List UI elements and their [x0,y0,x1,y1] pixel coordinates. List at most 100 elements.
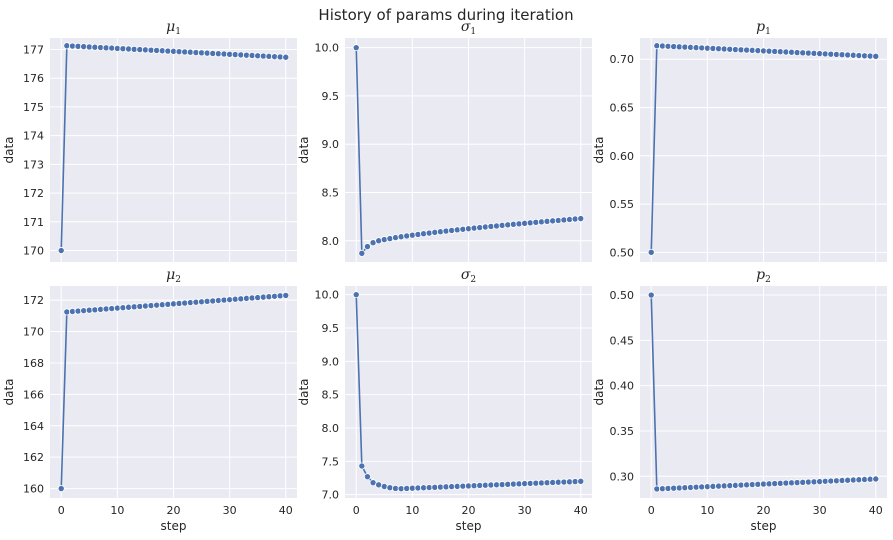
subplot-5: 7.0 7.5 8.0 8.5 9.0 9.5 10.0 0 10 20 30 40 σ2 data ste… [297,267,592,533]
data-point [358,462,366,470]
data-point [431,228,439,236]
data-point [397,233,405,241]
data-point [403,232,411,240]
data-point [408,231,416,239]
y-tick-label: 166 [23,388,44,401]
x-tick-label: 10 [405,504,419,517]
y-tick-label: 176 [23,72,44,85]
y-tick-label: 0.55 [610,198,635,211]
x-axis-label: step [161,519,187,533]
subplot-title-subscript: 2 [765,275,771,285]
y-axis-label: data [2,378,16,405]
data-point [386,235,394,243]
y-tick-label: 170 [23,245,44,258]
x-tick-label: 0 [648,504,655,517]
y-tick-label: 172 [23,187,44,200]
data-point [392,234,400,242]
subplot-2: 8.0 8.5 9.0 9.5 10.0 σ1 data [297,19,592,262]
y-tick-label: 0.50 [610,246,635,259]
y-tick-label: 170 [23,326,44,339]
subplot-1: 170 171 172 173 174 175 176 177 μ1 data [2,19,297,262]
x-tick-label: 30 [518,504,532,517]
y-tick-label: 9.5 [322,322,340,335]
y-axis-label: data [592,378,606,405]
subplot-title-symbol: σ [461,267,471,283]
y-tick-label: 9.0 [322,138,340,151]
x-axis-label: step [751,519,777,533]
y-tick-label: 0.70 [610,53,635,66]
y-axis-label: data [592,136,606,163]
subplot-title: μ2 [166,267,181,285]
figure-title: History of params during iteration [318,6,573,24]
x-tick-label: 10 [110,504,124,517]
y-tick-label: 162 [23,451,44,464]
y-tick-label: 0.40 [610,380,635,393]
data-point [282,291,290,299]
data-point [363,473,371,481]
y-tick-label: 175 [23,101,44,114]
x-tick-label: 0 [353,504,360,517]
subplot-title: p2 [756,267,771,285]
y-axis-label: data [2,136,16,163]
y-axis-label: data [297,378,311,405]
subplot-grid: 170 171 172 173 174 175 176 177 μ1 data 8.0 8.5 9.0 9… [2,19,887,533]
x-tick-label: 30 [813,504,827,517]
data-point [375,237,383,245]
data-point [358,249,366,257]
x-tick-label: 20 [167,504,181,517]
y-tick-label: 168 [23,357,44,370]
y-tick-label: 7.5 [322,455,340,468]
data-point [420,230,428,238]
y-tick-label: 0.30 [610,470,635,483]
y-tick-label: 177 [23,43,44,56]
y-tick-label: 160 [23,483,44,496]
y-tick-label: 10.0 [315,42,340,55]
data-point [577,215,585,223]
subplot-title-symbol: p [756,19,765,35]
y-axis-label: data [297,136,311,163]
data-point [57,247,65,255]
subplot-title-symbol: σ [461,19,471,35]
x-axis-label: step [456,519,482,533]
y-tick-label: 8.5 [322,389,340,402]
y-tick-label: 0.65 [610,102,635,115]
y-tick-label: 0.50 [610,289,635,302]
x-tick-label: 20 [462,504,476,517]
y-tick-label: 8.0 [322,422,340,435]
y-tick-label: 9.0 [322,355,340,368]
subplot-title-subscript: 2 [175,275,181,285]
x-tick-label: 0 [58,504,65,517]
data-point [363,243,371,251]
data-point [282,53,290,61]
subplot-title-subscript: 1 [175,27,181,37]
y-tick-label: 173 [23,158,44,171]
x-tick-label: 40 [574,504,588,517]
y-tick-label: 174 [23,130,44,143]
data-point [425,229,433,237]
y-tick-label: 7.0 [322,489,340,502]
data-point [380,483,388,491]
subplot-title-subscript: 1 [470,27,476,37]
subplot-title: μ1 [166,19,181,37]
y-tick-label: 0.35 [610,425,635,438]
data-point [436,228,444,236]
data-point [647,291,655,299]
y-tick-label: 8.0 [322,235,340,248]
y-tick-label: 9.5 [322,90,340,103]
x-tick-label: 30 [223,504,237,517]
subplot-4: 160 162 164 166 168 170 172 0 10 20 30 40 μ2 data step [2,267,297,533]
data-point [57,485,65,493]
subplot-6: 0.30 0.35 0.40 0.45 0.50 0 10 20 30 40 p2 data step [592,267,887,533]
data-point [386,484,394,492]
data-point [647,248,655,256]
subplot-title: σ2 [461,267,476,285]
data-point [872,475,880,483]
y-tick-label: 171 [23,216,44,229]
subplot-title-subscript: 1 [765,27,771,37]
subplot-title: σ1 [461,19,476,37]
y-tick-label: 10.0 [315,289,340,302]
subplot-title-subscript: 2 [470,275,476,285]
x-tick-label: 40 [279,504,293,517]
subplot-title: p1 [756,19,771,37]
x-tick-label: 20 [757,504,771,517]
